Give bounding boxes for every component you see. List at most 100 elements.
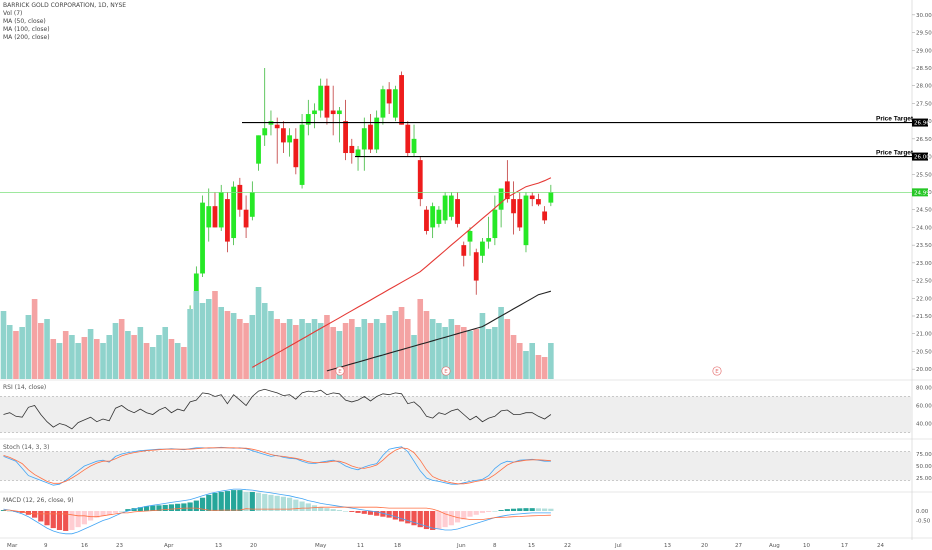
volume-bar [62, 331, 69, 379]
volume-bar [411, 335, 417, 379]
time-tick-label: 9 [44, 543, 48, 549]
price-tick-label: 30.00 [916, 13, 932, 19]
volume-bar [237, 319, 243, 379]
candle-body [225, 199, 230, 242]
stoch-tick: 75.00 [916, 452, 932, 458]
stoch-band [0, 451, 912, 481]
candle-body [523, 195, 529, 246]
earnings-marker [712, 366, 722, 376]
macd-hist-bar [94, 511, 100, 518]
volume-bar [405, 319, 411, 379]
volume-bar [305, 323, 312, 379]
volume-bar [317, 323, 324, 379]
macd-hist-bar [336, 510, 342, 511]
volume-bar [261, 303, 268, 379]
volume-bar [548, 343, 554, 379]
macd-hist-bar [479, 511, 486, 513]
candle-body [281, 128, 286, 143]
candle-body [442, 195, 448, 221]
macd-hist-bar [374, 511, 380, 516]
volume-bar [398, 307, 405, 379]
volume-bar [249, 315, 256, 379]
macd-tick: -0.50 [916, 519, 931, 525]
candle-body [361, 128, 367, 150]
volume-bar [50, 339, 57, 379]
macd-pane[interactable]: MACD (12, 26, close, 9) 0.00 -0.50 [0, 488, 931, 535]
volume-bar [125, 331, 131, 379]
macd-hist-bar [305, 503, 311, 511]
macd-hist-bar [430, 511, 436, 530]
volume-bar [19, 327, 25, 379]
volume-bar [162, 327, 169, 379]
macd-hist-bar [349, 511, 355, 512]
candle-body [293, 138, 299, 168]
time-tick-label: Jun [456, 543, 466, 549]
volume-bar [286, 319, 293, 379]
volume-bar [230, 313, 237, 379]
rsi-pane[interactable]: RSI (14, close) 80.00 60.00 40.00 [0, 384, 932, 433]
macd-hist-bar [125, 509, 131, 511]
volume-bar [442, 327, 448, 379]
stoch-pane[interactable]: Stoch (14, 3, 3) 75.00 50.00 25.00 [0, 444, 932, 486]
candle-body [511, 199, 516, 214]
volume-bar [367, 323, 374, 379]
price-tick-label: 22.00 [916, 296, 932, 302]
volume-bar [299, 319, 305, 379]
volume-bar [535, 355, 542, 379]
time-tick-label: 17 [841, 543, 848, 549]
macd-hist-bar [137, 507, 143, 511]
volume-bar [174, 343, 181, 379]
candle-body [380, 89, 386, 118]
volume-bar [100, 343, 106, 379]
macd-hist-bar [231, 490, 237, 511]
macd-hist-bar [255, 492, 262, 511]
volume-bar [87, 329, 94, 379]
volume-bar [274, 319, 280, 379]
macd-hist-bar [156, 505, 162, 511]
macd-hist-bar [237, 490, 243, 511]
volume-bar [13, 331, 19, 379]
macd-hist-bar [0, 510, 7, 511]
ma-100-line [326, 290, 552, 372]
volume-bar [56, 343, 63, 379]
macd-hist-bar [280, 496, 286, 511]
macd-hist-bar [193, 500, 199, 511]
macd-hist-bar [417, 511, 423, 528]
price-tick-label: 26.50 [916, 137, 932, 143]
time-axis[interactable]: Mar 9 16 23 Apr 13 20 May 11 18 Jun 8 15 22 Jul 13 20 27 A… [7, 543, 884, 549]
price-tick-label: 28.00 [916, 84, 932, 90]
volume-bar [504, 319, 511, 379]
candle-body [436, 209, 442, 224]
price-axis-badges: 26.96 26.00 24.99 [912, 118, 930, 197]
rsi-band [0, 396, 912, 433]
candle-body [249, 192, 255, 217]
macd-hist-bar [324, 508, 330, 511]
candle-body [461, 245, 467, 256]
candle-body [492, 209, 498, 239]
price-tick-label: 21.50 [916, 314, 932, 320]
volume-bar [137, 327, 144, 379]
time-tick-label: Apr [164, 543, 174, 549]
macd-hist-bar [355, 511, 361, 513]
time-tick-label: 20 [701, 543, 708, 549]
candle-body [542, 211, 548, 221]
candle-body [498, 188, 504, 210]
price-target-badge-1 [912, 118, 928, 127]
candle-body [424, 209, 429, 231]
rsi-tick: 60.00 [916, 404, 932, 410]
volume-bar [454, 325, 461, 379]
time-tick-label: 13 [215, 543, 222, 549]
rsi-tick: 80.00 [916, 386, 932, 392]
earnings-letter: E [715, 369, 719, 375]
volume-bar [0, 311, 7, 379]
macd-hist-bar [492, 511, 498, 512]
volume-bar [38, 323, 44, 379]
macd-hist-bar [38, 511, 44, 522]
macd-hist-bar [44, 511, 50, 526]
volume-bar [81, 337, 88, 379]
indicator-ma100: MA (100, close) [3, 26, 50, 33]
volume-bar [448, 319, 455, 379]
macd-hist-bar [274, 495, 280, 511]
candle-body [392, 89, 398, 118]
